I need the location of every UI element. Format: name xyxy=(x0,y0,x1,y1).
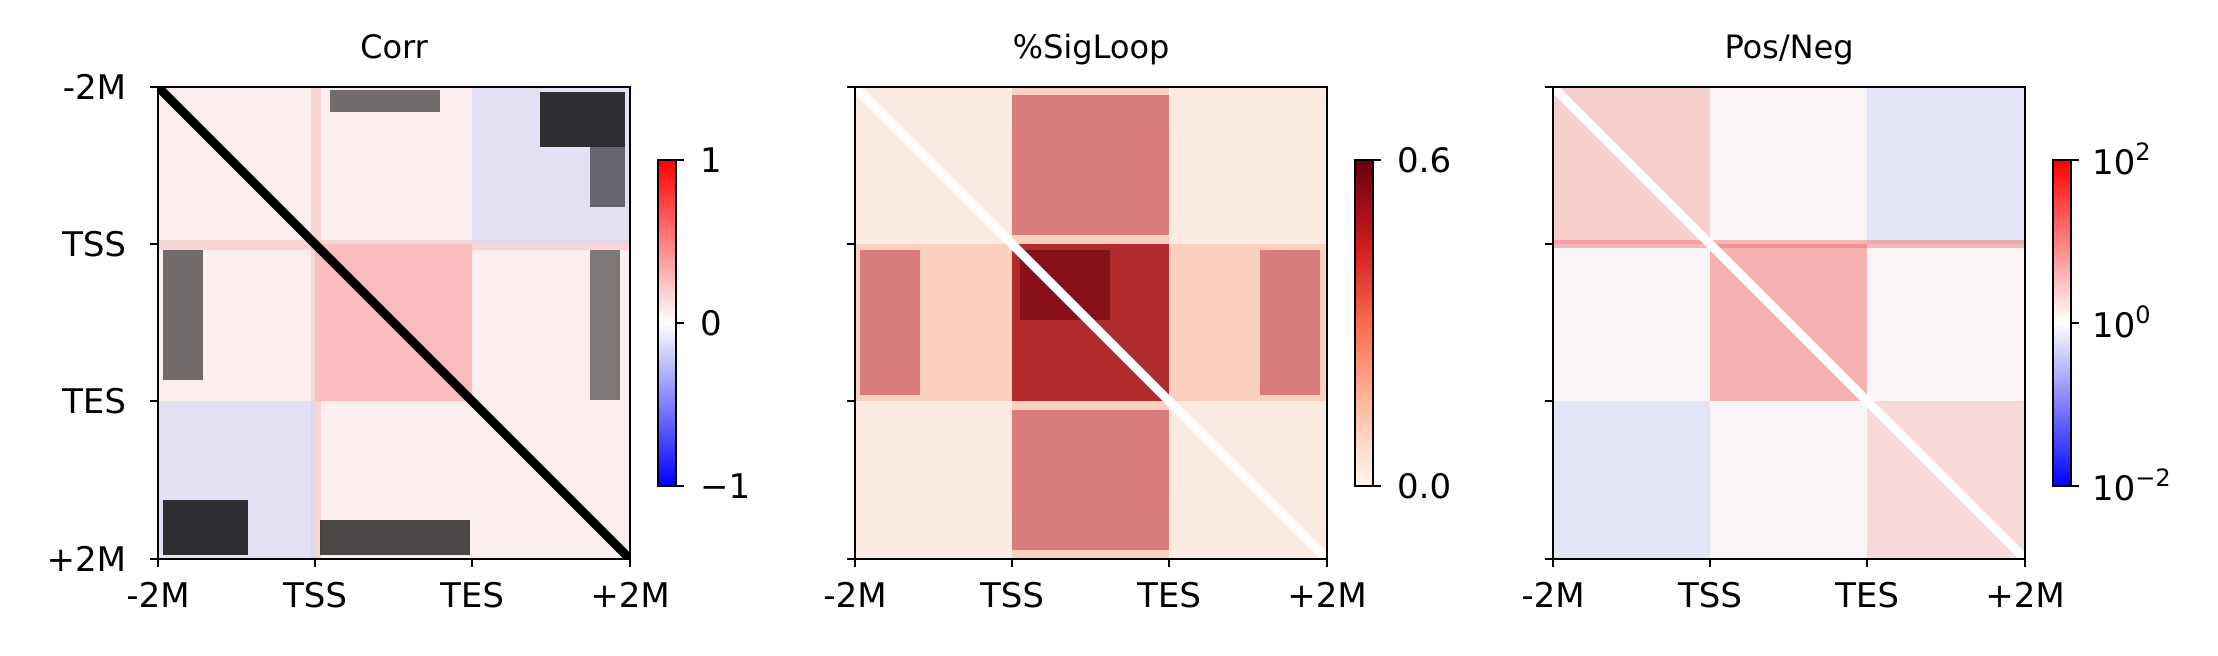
colorbar-tick-label: 10−2 xyxy=(2092,464,2171,509)
panel-posneg: Pos/Neg -2M TSS TES +2M xyxy=(1521,28,2170,616)
tss-row-band xyxy=(1553,240,2025,248)
colorbar-tick-label: −1 xyxy=(700,467,750,507)
x-tick-label: +2M xyxy=(1287,576,1366,616)
colorbar-tick-label: 0 xyxy=(700,304,722,344)
colorbar-tick-label: 100 xyxy=(2092,301,2151,346)
panel-corr: Corr -2M TSS xyxy=(47,28,751,616)
x-axis: -2M TSS TES +2M xyxy=(823,559,1367,616)
y-axis xyxy=(847,86,855,560)
x-tick-label: -2M xyxy=(126,576,189,616)
y-tick-label: TES xyxy=(61,382,126,422)
axes-frame xyxy=(854,86,1328,560)
x-tick-label: TES xyxy=(1136,576,1201,616)
colorbar: 0.6 0.0 xyxy=(1354,141,1451,507)
tss-col-band xyxy=(311,87,321,559)
colorbar: 102 100 10−2 xyxy=(2052,138,2171,509)
panel-title: Corr xyxy=(360,28,429,66)
panel-title: Pos/Neg xyxy=(1724,28,1853,66)
y-tick-label: -2M xyxy=(63,68,126,108)
diagonal xyxy=(855,87,1327,559)
colorbar-gradient xyxy=(2052,159,2072,487)
panel-sigloop: %SigLoop -2M TSS TES +2M xyxy=(823,28,1451,616)
y-tick-label: +2M xyxy=(47,540,126,580)
panel-title: %SigLoop xyxy=(1013,28,1170,66)
colorbar: 1 0 −1 xyxy=(657,141,750,507)
y-axis xyxy=(1545,86,1553,560)
x-tick-label: TSS xyxy=(979,576,1044,616)
x-tick-label: -2M xyxy=(823,576,886,616)
x-axis: -2M TSS TES +2M xyxy=(1521,559,2065,616)
upstream-blue-region xyxy=(1867,87,2025,244)
colorbar-tick-label: 0.6 xyxy=(1397,141,1451,181)
colorbar-gradient xyxy=(1354,159,1374,487)
x-tick-label: TSS xyxy=(282,576,347,616)
downstream-blue-region xyxy=(1553,401,1710,559)
y-tick-label: TSS xyxy=(61,225,126,265)
diagonal xyxy=(1553,87,2025,559)
heatmap xyxy=(158,87,630,559)
x-tick-label: TSS xyxy=(1677,576,1742,616)
missing-data-speckle xyxy=(163,90,625,555)
colorbar-gradient xyxy=(657,159,677,487)
tss-row-band xyxy=(158,240,630,250)
axes-frame xyxy=(1552,86,2026,560)
colorbar-tick-label: 1 xyxy=(700,141,722,181)
x-tick-label: TES xyxy=(1834,576,1899,616)
x-axis: -2M TSS TES +2M xyxy=(126,559,670,616)
heatmap xyxy=(855,87,1327,559)
diagonal xyxy=(158,87,630,559)
x-tick-label: +2M xyxy=(590,576,669,616)
axes-frame xyxy=(157,86,631,560)
colorbar-tick-label: 0.0 xyxy=(1397,467,1451,507)
heatmap xyxy=(1553,87,2025,559)
speckle-left xyxy=(860,95,1320,550)
colorbar-tick-label: 102 xyxy=(2092,138,2151,183)
x-tick-label: -2M xyxy=(1521,576,1584,616)
y-axis: -2M TSS TES +2M xyxy=(47,68,158,580)
x-tick-label: TES xyxy=(439,576,504,616)
x-tick-label: +2M xyxy=(1985,576,2064,616)
